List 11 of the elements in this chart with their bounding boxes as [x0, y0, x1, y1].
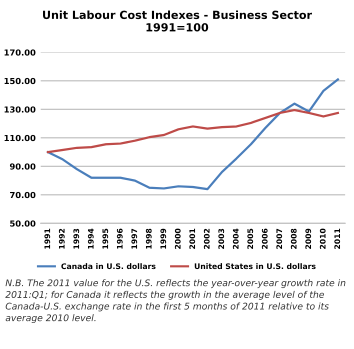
y-tick-label: 50.00 — [10, 220, 36, 227]
line-series — [46, 108, 340, 154]
y-tick-label: 90.00 — [10, 163, 36, 170]
y-tick-label: 150.00 — [4, 78, 36, 84]
chart-title: Unit Labour Cost Indexes - Business Sector 1991=100 — [43, 10, 312, 32]
y-tick-label: 110.00 — [4, 134, 36, 142]
text: N.B. The 2011 value for the U.S. reflects the year-over-year growth rate in 2011:Q1; for Canada it reflects the growth in the average level of the Canada-U.S. exchange rate in the first 5 months of 2011 relative to its average 2010 level. — [5, 279, 346, 324]
y-tick-label: 70.00 — [10, 192, 36, 198]
y-tick-label: 170.00 — [4, 49, 36, 56]
y-tick-label: 130.00 — [4, 106, 36, 113]
line-series — [46, 78, 340, 190]
